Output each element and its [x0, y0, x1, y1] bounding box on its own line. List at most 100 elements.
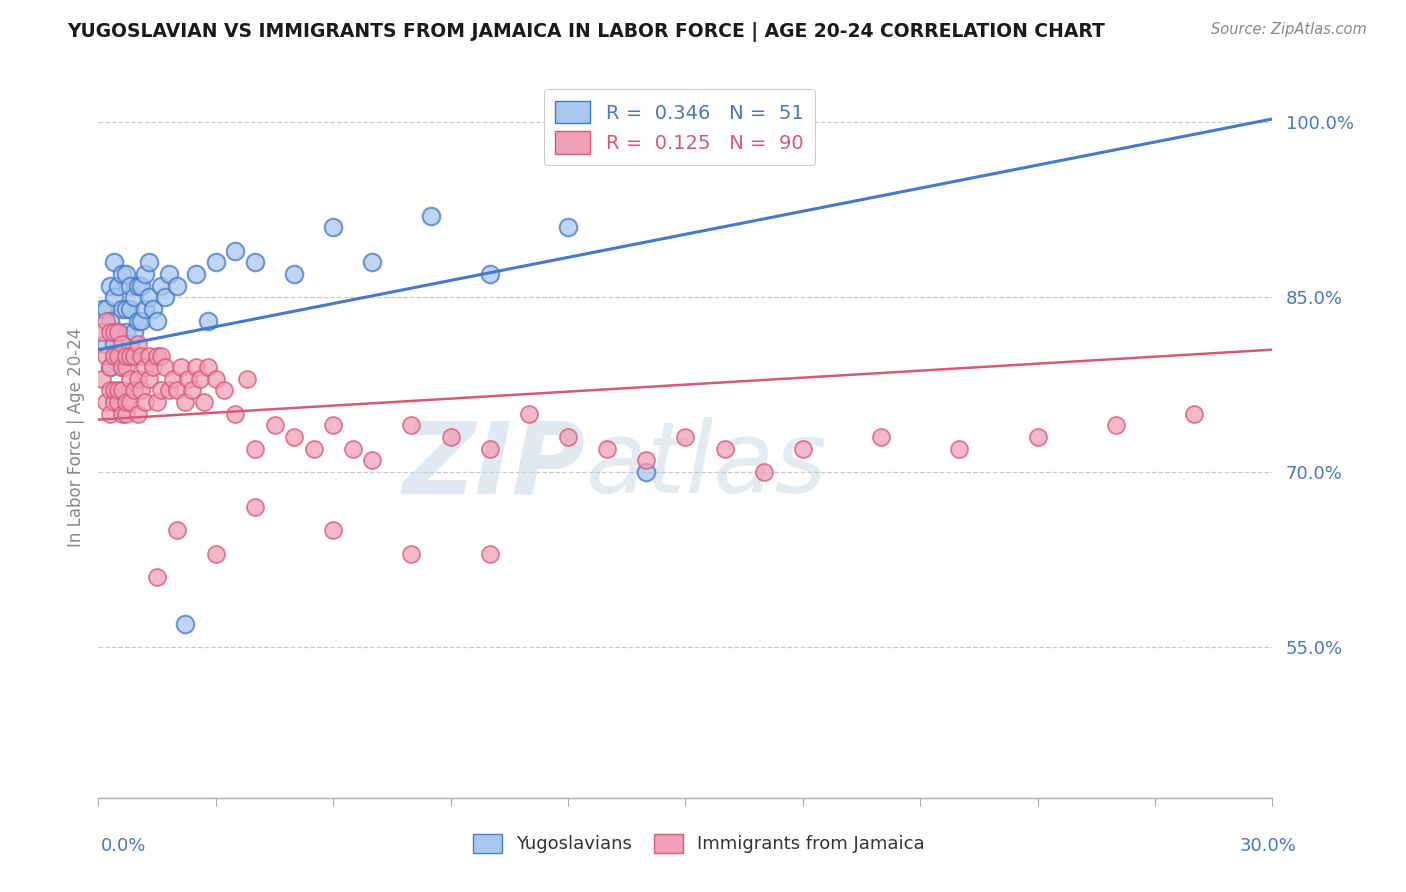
Point: [118, 372, 141, 386]
Point: [114, 349, 136, 363]
Point: [1182, 407, 1205, 421]
Point: [197, 313, 219, 327]
Point: [107, 395, 129, 409]
Point: [127, 313, 149, 327]
Point: [186, 267, 208, 281]
Point: [111, 267, 134, 281]
Point: [91, 301, 114, 316]
Point: [138, 255, 160, 269]
Text: atlas: atlas: [586, 417, 827, 515]
Legend: R =  0.346   N =  51, R =  0.125   N =  90: R = 0.346 N = 51, R = 0.125 N = 90: [544, 89, 815, 165]
Point: [713, 442, 735, 456]
Point: [131, 278, 153, 293]
Point: [263, 418, 285, 433]
Point: [166, 524, 188, 538]
Point: [118, 349, 141, 363]
Point: [98, 384, 121, 398]
Point: [96, 349, 118, 363]
Point: [122, 325, 145, 339]
Point: [111, 360, 134, 375]
Point: [153, 360, 176, 375]
Point: [111, 360, 134, 375]
Point: [243, 255, 266, 269]
Point: [636, 453, 658, 467]
Point: [517, 407, 540, 421]
Point: [98, 325, 121, 339]
Point: [134, 267, 156, 281]
Point: [283, 267, 305, 281]
Point: [138, 372, 160, 386]
Point: [205, 255, 228, 269]
Point: [243, 500, 266, 514]
Point: [138, 290, 160, 304]
Point: [792, 442, 814, 456]
Point: [478, 442, 501, 456]
Point: [103, 384, 125, 398]
Point: [96, 313, 118, 327]
Text: 30.0%: 30.0%: [1240, 837, 1296, 855]
Point: [98, 313, 121, 327]
Point: [111, 336, 134, 351]
Point: [181, 384, 204, 398]
Point: [118, 301, 141, 316]
Point: [146, 395, 169, 409]
Point: [131, 349, 153, 363]
Point: [134, 395, 156, 409]
Point: [420, 209, 443, 223]
Text: YUGOSLAVIAN VS IMMIGRANTS FROM JAMAICA IN LABOR FORCE | AGE 20-24 CORRELATION CH: YUGOSLAVIAN VS IMMIGRANTS FROM JAMAICA I…: [67, 22, 1105, 42]
Point: [103, 336, 125, 351]
Point: [114, 349, 136, 363]
Point: [948, 442, 970, 456]
Point: [98, 278, 121, 293]
Point: [150, 278, 173, 293]
Point: [146, 349, 169, 363]
Point: [96, 336, 118, 351]
Point: [107, 349, 129, 363]
Point: [103, 290, 125, 304]
Point: [111, 384, 134, 398]
Point: [98, 360, 121, 375]
Point: [186, 360, 208, 375]
Point: [197, 360, 219, 375]
Point: [302, 442, 325, 456]
Point: [114, 395, 136, 409]
Point: [557, 220, 579, 235]
Point: [157, 267, 180, 281]
Point: [236, 372, 259, 386]
Point: [870, 430, 893, 444]
Point: [150, 349, 173, 363]
Point: [478, 267, 501, 281]
Point: [103, 325, 125, 339]
Point: [166, 384, 188, 398]
Point: [122, 349, 145, 363]
Point: [103, 255, 125, 269]
Point: [114, 267, 136, 281]
Point: [96, 395, 118, 409]
Point: [103, 395, 125, 409]
Point: [752, 465, 775, 479]
Point: [173, 616, 195, 631]
Point: [205, 372, 228, 386]
Point: [127, 336, 149, 351]
Point: [401, 418, 423, 433]
Point: [342, 442, 364, 456]
Point: [107, 278, 129, 293]
Point: [224, 244, 246, 258]
Point: [107, 325, 129, 339]
Point: [142, 301, 165, 316]
Point: [103, 349, 125, 363]
Point: [188, 372, 211, 386]
Point: [122, 384, 145, 398]
Point: [138, 349, 160, 363]
Point: [127, 278, 149, 293]
Point: [212, 384, 235, 398]
Point: [114, 325, 136, 339]
Text: 0.0%: 0.0%: [101, 837, 146, 855]
Point: [153, 290, 176, 304]
Point: [131, 384, 153, 398]
Point: [118, 278, 141, 293]
Point: [150, 384, 173, 398]
Point: [439, 430, 461, 444]
Point: [127, 407, 149, 421]
Point: [322, 524, 344, 538]
